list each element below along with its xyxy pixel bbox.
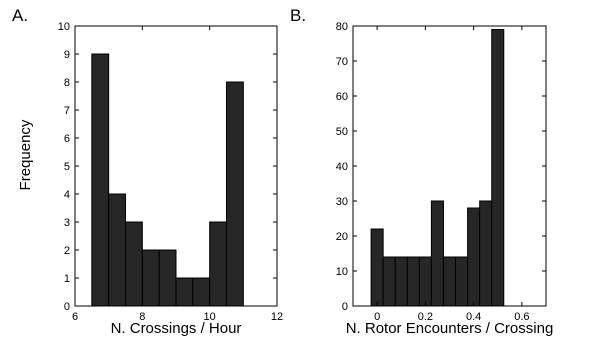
ytick-label-a-4: 4 xyxy=(64,189,70,201)
panel-label-a: A. xyxy=(12,6,28,25)
figure-ylabel: Frequency xyxy=(17,119,34,190)
ytick-label-a-7: 7 xyxy=(64,105,70,117)
ytick-label-b-1: 10 xyxy=(336,266,348,278)
bar-b-9 xyxy=(479,200,493,307)
xtick-label-b-2: 0.4 xyxy=(466,311,481,323)
bar-a-1 xyxy=(108,193,126,307)
xtick-label-b-0: 0 xyxy=(374,311,380,323)
ytick-label-a-9: 9 xyxy=(64,49,70,61)
panel-b: 0 10 20 30 40 50 60 70 80 0 0.2 0.4 0.6N. Rotor Enco… xyxy=(290,6,553,337)
ytick-label-a-2: 2 xyxy=(64,245,70,257)
bar-a-4 xyxy=(158,249,177,307)
ytick-label-b-0: 0 xyxy=(342,301,348,313)
bar-b-5 xyxy=(430,200,444,307)
xlabel-a: N. Crossings / Hour xyxy=(111,320,242,337)
bar-a-6 xyxy=(192,277,211,307)
xtick-label-a-3: 12 xyxy=(271,311,283,323)
xtick-label-b-3: 0.6 xyxy=(514,311,529,323)
ytick-label-a-6: 6 xyxy=(64,133,70,145)
ytick-label-b-2: 20 xyxy=(336,231,348,243)
bar-a-2 xyxy=(125,221,143,307)
xtick-label-a-1: 8 xyxy=(139,311,145,323)
bar-b-1 xyxy=(382,256,396,307)
xtick-label-b-1: 0.2 xyxy=(418,311,433,323)
bar-b-10 xyxy=(491,29,505,307)
xtick-label-a-2: 10 xyxy=(204,311,216,323)
bar-a-5 xyxy=(175,277,194,307)
ytick-label-a-8: 8 xyxy=(64,77,70,89)
ytick-label-a-1: 1 xyxy=(64,273,70,285)
ytick-label-b-7: 70 xyxy=(336,56,348,68)
ytick-label-a-10: 10 xyxy=(58,21,70,33)
bar-a-0 xyxy=(91,53,110,307)
ytick-label-b-5: 50 xyxy=(336,126,348,138)
bar-a-8 xyxy=(226,81,244,307)
ytick-label-a-5: 5 xyxy=(64,161,70,173)
bar-a-3 xyxy=(141,249,160,307)
ytick-label-b-8: 80 xyxy=(336,21,348,33)
xlabel-b: N. Rotor Encounters / Crossing xyxy=(346,320,554,337)
bar-b-7 xyxy=(455,256,469,307)
bar-b-2 xyxy=(394,256,408,307)
bar-b-6 xyxy=(442,256,457,307)
bar-b-4 xyxy=(418,256,432,307)
ytick-label-a-3: 3 xyxy=(64,217,70,229)
bar-b-0 xyxy=(370,228,384,307)
bar-a-7 xyxy=(209,221,228,307)
panel-label-b: B. xyxy=(290,6,306,25)
bar-b-3 xyxy=(406,256,420,307)
ytick-label-b-3: 30 xyxy=(336,196,348,208)
bar-b-8 xyxy=(467,207,481,307)
ytick-label-a-0: 0 xyxy=(64,301,70,313)
ytick-label-b-4: 40 xyxy=(336,161,348,173)
ytick-label-b-6: 60 xyxy=(336,91,348,103)
xtick-label-a-0: 6 xyxy=(72,311,78,323)
